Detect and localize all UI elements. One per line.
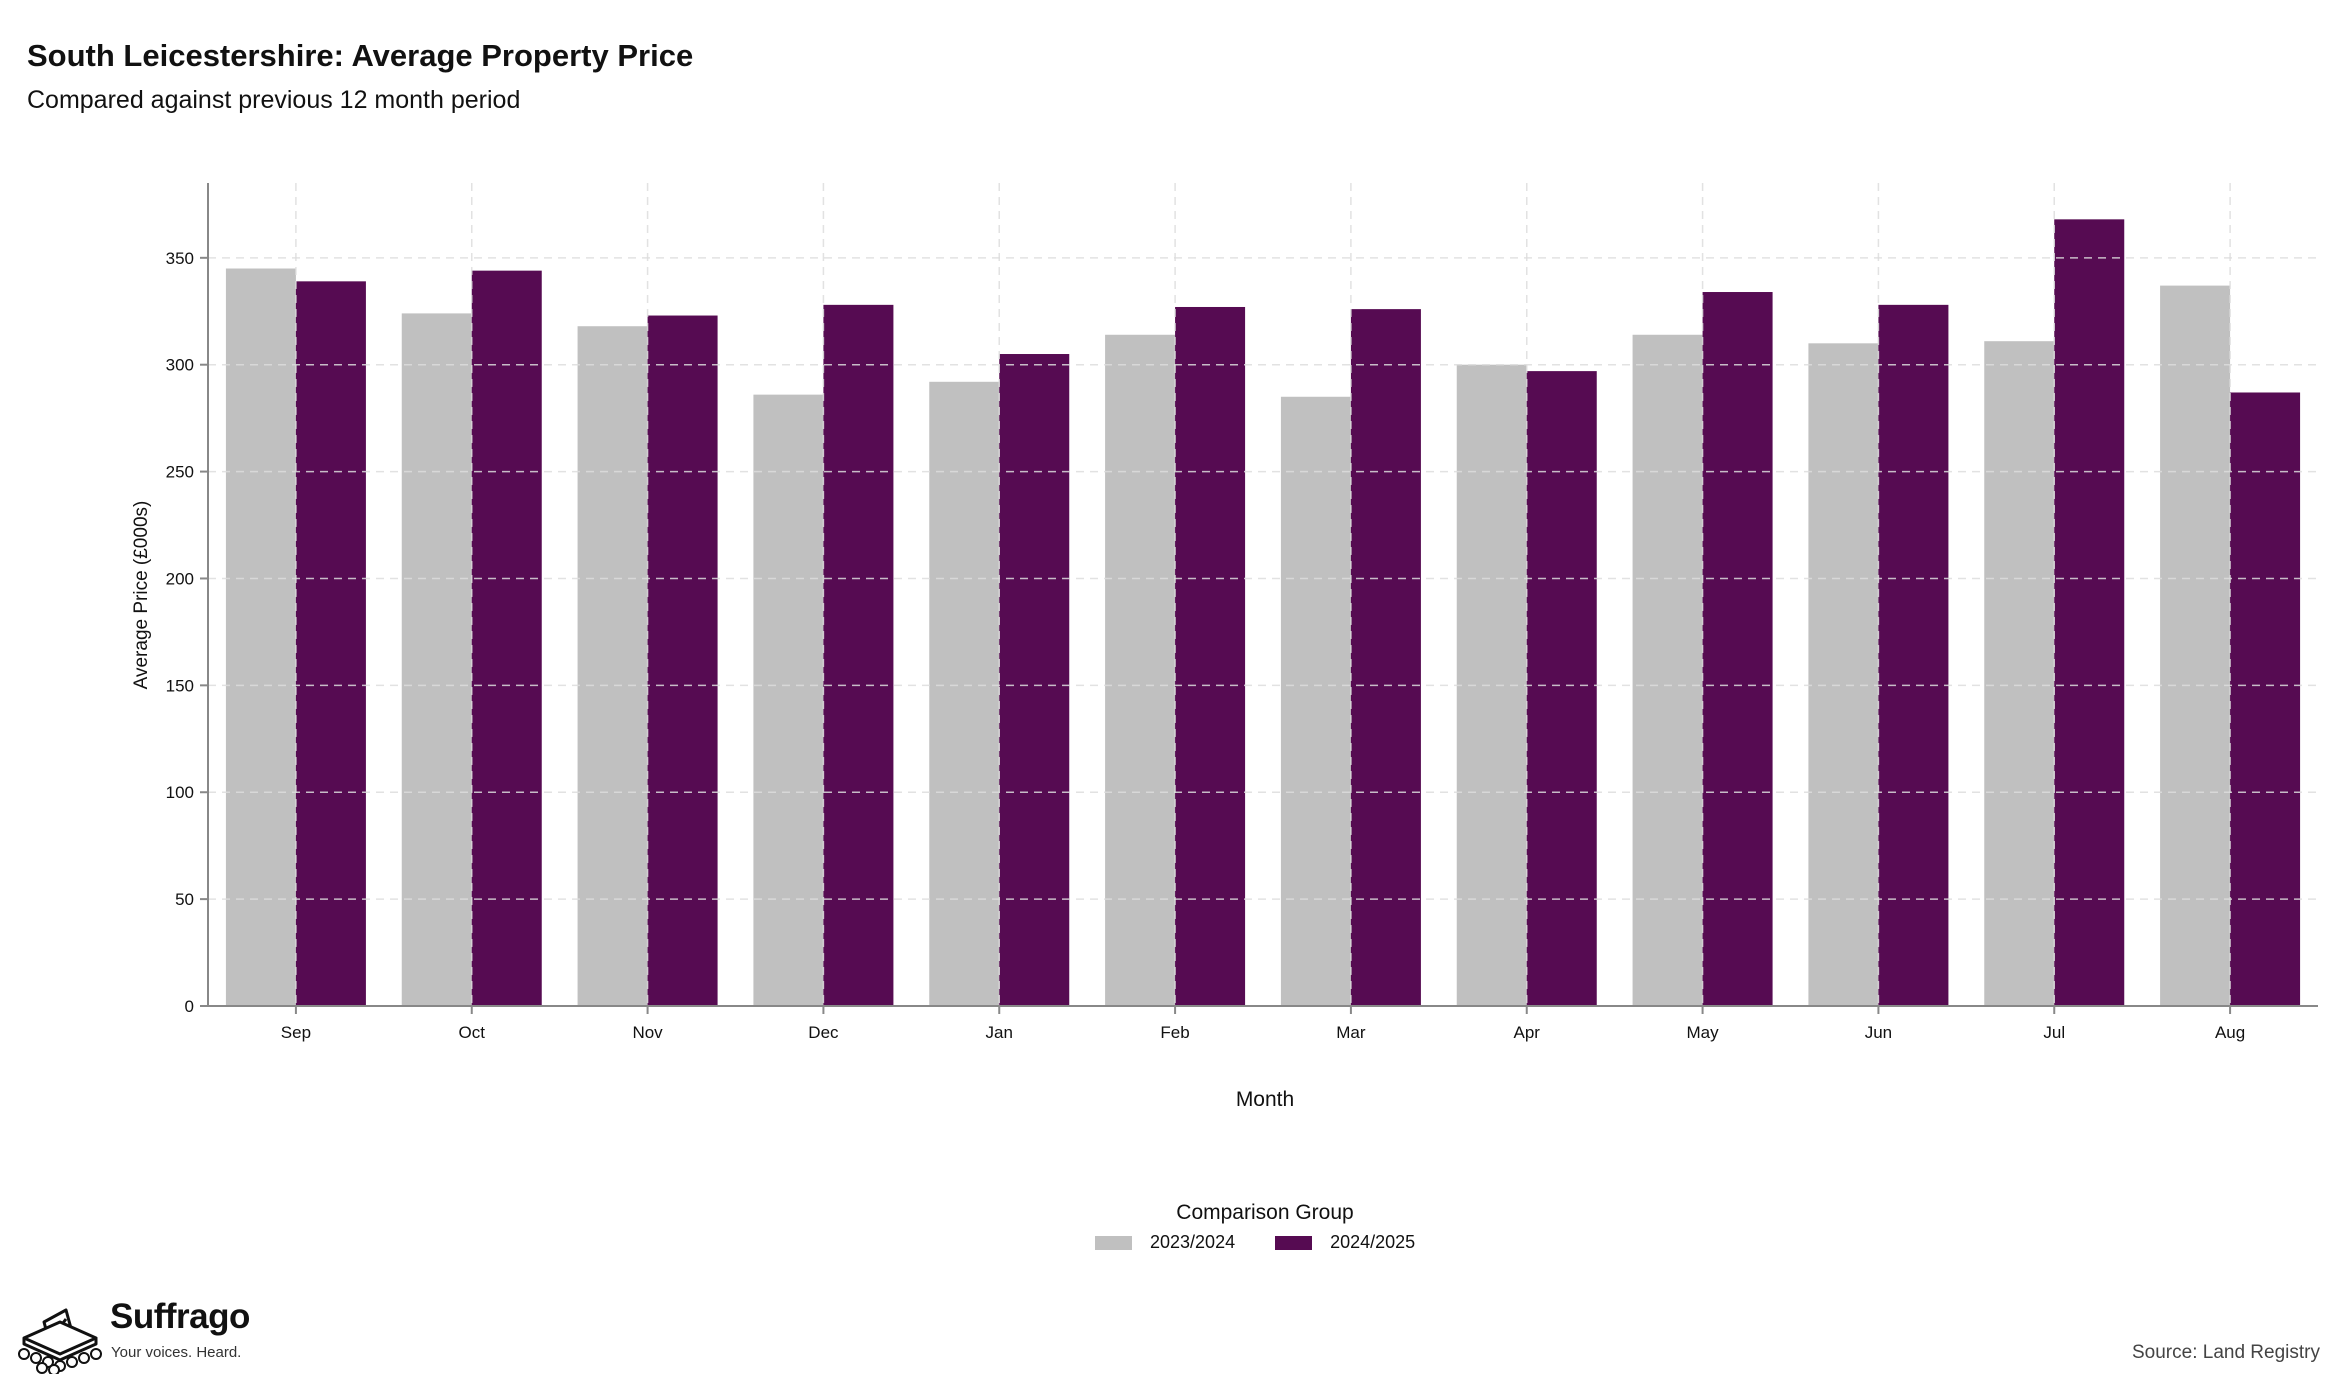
x-tick-label: Mar <box>1336 1023 1366 1042</box>
chart-title: South Leicestershire: Average Property P… <box>27 38 694 73</box>
x-tick-label: Nov <box>632 1023 663 1042</box>
x-tick-label: Oct <box>459 1023 486 1042</box>
x-tick-label: Dec <box>808 1023 839 1042</box>
x-tick-label: May <box>1687 1023 1720 1042</box>
x-tick-label: Jul <box>2043 1023 2065 1042</box>
bar-2024-sep <box>295 281 366 1006</box>
legend-item-2024: 2024/2025 <box>1275 1232 1415 1253</box>
y-tick-label: 350 <box>166 249 194 268</box>
bar-2023-jan <box>929 381 1000 1006</box>
y-tick-label: 300 <box>166 356 194 375</box>
bar-2023-oct <box>401 313 472 1006</box>
bar-2024-may <box>1702 292 1773 1007</box>
x-tick-label: Feb <box>1160 1023 1189 1042</box>
bar-2024-jul <box>2054 219 2125 1006</box>
bar-2023-sep <box>225 268 296 1007</box>
bar-2024-mar <box>1350 309 1421 1006</box>
bar-2024-nov <box>647 315 718 1007</box>
bar-2023-may <box>1632 334 1703 1006</box>
brand-name: Suffrago <box>110 1297 250 1336</box>
y-tick-label: 100 <box>166 783 194 802</box>
legend-label-2024: 2024/2025 <box>1330 1232 1416 1252</box>
source-note: Source: Land Registry <box>2132 1342 2320 1363</box>
y-axis-label: Average Price (£000s) <box>131 500 152 690</box>
bar-2024-aug <box>2230 392 2301 1006</box>
bar-2023-jul <box>1984 341 2055 1006</box>
bar-2024-jun <box>1878 304 1949 1006</box>
bar-2023-jun <box>1808 343 1879 1006</box>
bar-2024-feb <box>1175 306 1246 1007</box>
bar-2023-aug <box>2160 285 2231 1006</box>
bar-2023-feb <box>1105 334 1176 1006</box>
y-tick-label: 50 <box>175 890 194 909</box>
x-tick-label: Aug <box>2215 1023 2245 1042</box>
y-tick-label: 200 <box>166 569 194 588</box>
legend-label-2023: 2023/2024 <box>1150 1232 1236 1252</box>
legend-swatch-2023 <box>1095 1235 1132 1250</box>
bar-2024-jan <box>999 354 1070 1006</box>
bar-2023-nov <box>577 326 648 1006</box>
y-tick-label: 0 <box>185 997 194 1016</box>
ballot-box-logo-icon <box>18 1308 102 1374</box>
legend: 2023/2024 2024/2025 <box>1095 1232 1455 1253</box>
y-tick-label: 250 <box>166 463 194 482</box>
y-tick-label: 150 <box>166 676 194 695</box>
x-axis-label: Month <box>1235 1088 1295 1111</box>
bar-2024-apr <box>1526 371 1597 1007</box>
x-tick-label: Apr <box>1514 1023 1541 1042</box>
legend-title: Comparison Group <box>1176 1201 1354 1224</box>
brand-tagline: Your voices. Heard. <box>111 1344 242 1361</box>
chart-subtitle: Compared against previous 12 month perio… <box>27 86 521 114</box>
bar-2024-oct <box>471 270 542 1006</box>
legend-swatch-2024 <box>1275 1235 1313 1250</box>
bar-2023-mar <box>1280 396 1351 1006</box>
bar-2023-dec <box>753 394 824 1007</box>
x-tick-label: Sep <box>281 1023 311 1042</box>
bar-2024-dec <box>823 304 894 1006</box>
x-tick-label: Jan <box>986 1023 1013 1042</box>
legend-item-2023: 2023/2024 <box>1095 1232 1235 1253</box>
x-tick-label: Jun <box>1865 1023 1892 1042</box>
